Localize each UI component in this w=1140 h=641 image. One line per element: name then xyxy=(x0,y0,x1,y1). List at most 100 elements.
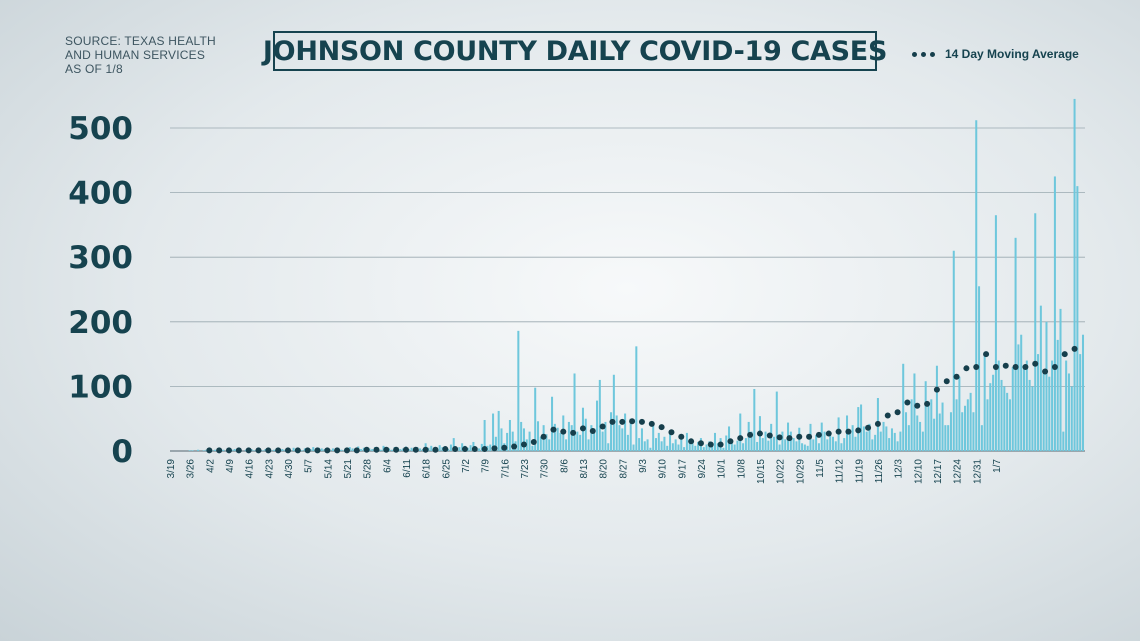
moving-average-point xyxy=(383,446,390,453)
moving-average-point xyxy=(1051,364,1058,371)
bar xyxy=(390,449,393,451)
moving-average-point xyxy=(1032,360,1039,367)
bar xyxy=(705,444,708,451)
bar xyxy=(654,438,658,451)
source-line-2: AND HUMAN SERVICES xyxy=(65,48,206,62)
moving-average-point xyxy=(1042,368,1049,375)
bar xyxy=(986,399,989,451)
x-tick-label: 7/16 xyxy=(500,459,511,479)
x-tick-label: 9/17 xyxy=(677,459,688,479)
y-axis-ticks: 0 100 200 300 400 500 xyxy=(68,111,133,470)
bar xyxy=(848,431,851,451)
moving-average-point xyxy=(747,431,754,438)
bar xyxy=(1073,98,1076,452)
moving-average-point xyxy=(924,400,931,407)
bar xyxy=(222,449,225,451)
chart-title: JOHNSON COUNTY DAILY COVID-19 CASES xyxy=(263,31,887,71)
bar xyxy=(739,413,742,451)
bar xyxy=(947,425,950,451)
bar xyxy=(537,421,540,451)
bar xyxy=(301,450,304,451)
bar xyxy=(772,436,775,451)
moving-average-point xyxy=(373,446,380,453)
bar xyxy=(691,443,694,451)
x-tick-label: 5/28 xyxy=(363,459,374,479)
bar xyxy=(1079,354,1082,451)
bar xyxy=(598,379,601,451)
moving-average-point xyxy=(609,418,616,425)
bar xyxy=(716,443,719,451)
bar xyxy=(191,450,194,451)
bar xyxy=(590,425,593,451)
bar xyxy=(1014,237,1017,451)
moving-average-series xyxy=(206,345,1078,454)
bar xyxy=(632,444,635,451)
x-tick-label: 12/31 xyxy=(972,459,983,484)
bar xyxy=(823,431,826,451)
bar xyxy=(579,434,582,451)
legend-label: 14 Day Moving Average xyxy=(945,47,1079,61)
bar xyxy=(449,444,452,451)
x-tick-label: 12/24 xyxy=(953,459,964,484)
bar xyxy=(978,286,981,451)
moving-average-point xyxy=(983,351,990,358)
bar xyxy=(854,436,857,451)
bar xyxy=(1037,354,1040,451)
moving-average-point xyxy=(442,446,449,453)
bar xyxy=(660,441,663,451)
bar xyxy=(528,431,531,451)
bar xyxy=(1020,334,1023,451)
bar xyxy=(994,215,997,451)
moving-average-point xyxy=(658,424,665,431)
bar xyxy=(629,418,632,451)
moving-average-point xyxy=(422,446,429,453)
moving-average-point xyxy=(717,441,724,448)
moving-average-point xyxy=(914,402,921,409)
bar xyxy=(1053,176,1056,451)
bar xyxy=(553,423,556,451)
moving-average-point xyxy=(874,420,881,427)
x-tick-label: 3/19 xyxy=(166,459,177,479)
bar xyxy=(930,399,933,451)
bar xyxy=(851,425,854,451)
moving-average-point xyxy=(216,447,223,454)
bar xyxy=(646,439,649,451)
bar xyxy=(1034,213,1037,451)
bar xyxy=(761,438,764,451)
x-tick-label: 9/10 xyxy=(658,459,669,479)
bar xyxy=(685,432,688,451)
bar xyxy=(905,412,908,451)
x-tick-label: 8/20 xyxy=(599,459,610,479)
bar xyxy=(520,421,523,451)
moving-average-point xyxy=(904,399,911,406)
moving-average-point xyxy=(304,447,311,454)
bar xyxy=(843,438,846,451)
moving-average-point xyxy=(412,446,419,453)
bar xyxy=(817,443,820,451)
bar xyxy=(826,439,829,451)
bar xyxy=(885,426,888,451)
bar xyxy=(955,399,958,451)
bar xyxy=(213,449,216,451)
moving-average-point xyxy=(648,420,655,427)
bar xyxy=(795,441,798,451)
bar xyxy=(860,404,863,451)
bar xyxy=(570,425,573,451)
bar xyxy=(899,431,902,451)
moving-average-point xyxy=(1061,351,1068,358)
x-tick-label: 3/26 xyxy=(186,459,197,479)
x-tick-label: 5/21 xyxy=(343,459,354,479)
bar xyxy=(382,445,385,451)
bar xyxy=(733,444,736,451)
bar xyxy=(669,431,672,451)
bar xyxy=(469,445,472,451)
y-tick-label: 200 xyxy=(68,305,133,341)
bar xyxy=(548,439,551,451)
bar xyxy=(573,373,576,451)
bar xyxy=(711,445,714,451)
bar xyxy=(559,432,562,451)
bar xyxy=(492,413,495,451)
x-tick-label: 9/24 xyxy=(697,459,708,479)
bar xyxy=(997,360,1000,451)
moving-average-point xyxy=(943,378,950,385)
